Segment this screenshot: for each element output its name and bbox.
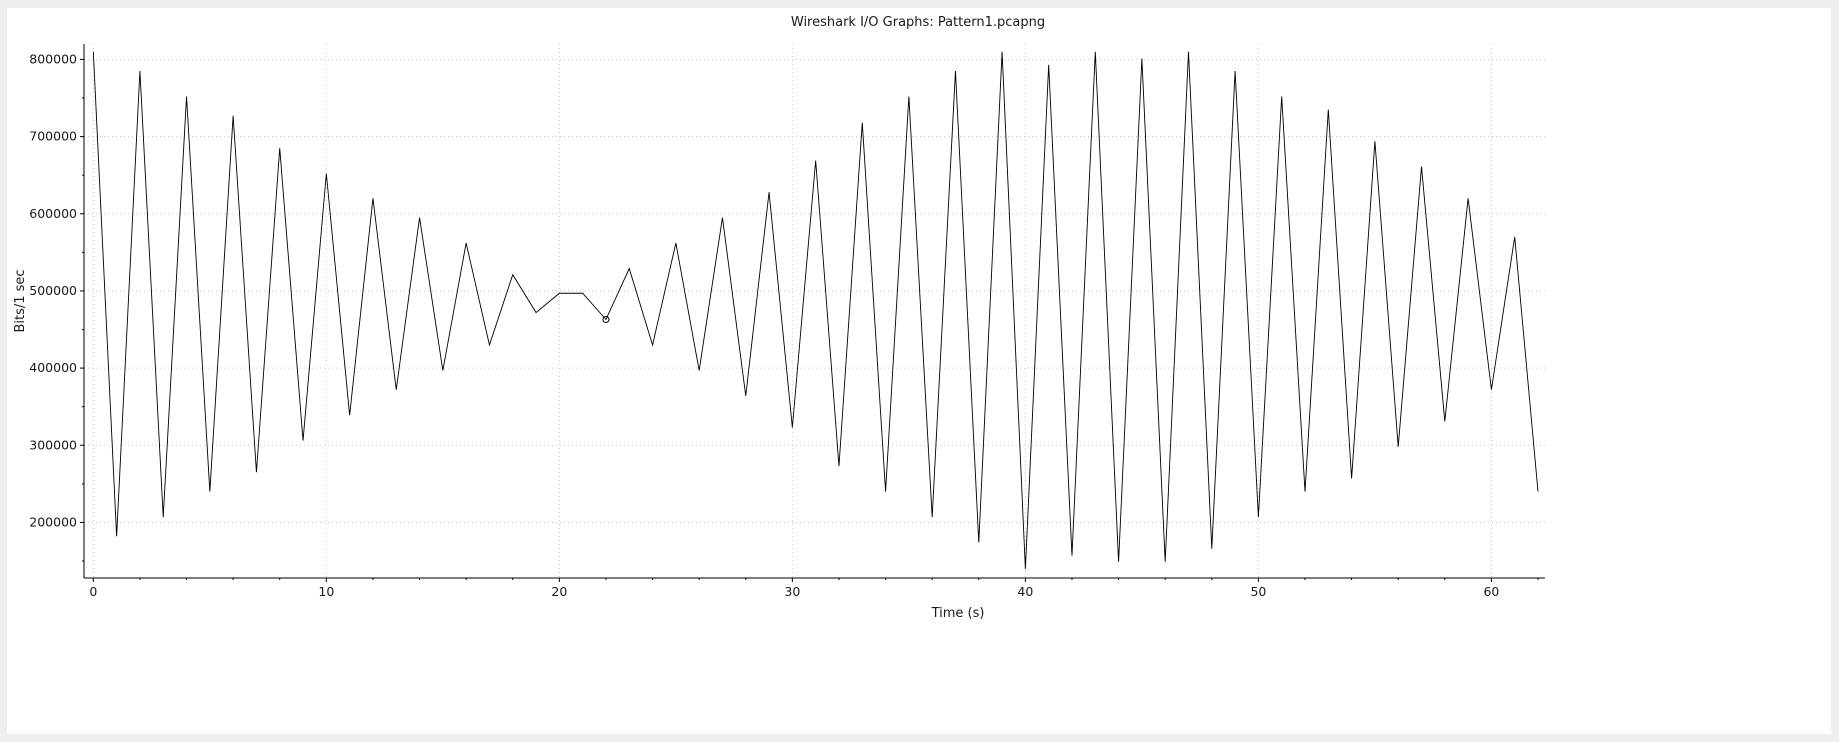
y-tick-label: 700000 bbox=[29, 129, 77, 144]
y-tick-label: 200000 bbox=[29, 514, 77, 529]
x-tick-label: 20 bbox=[551, 584, 567, 599]
y-tick-label: 600000 bbox=[29, 206, 77, 221]
y-tick-label: 800000 bbox=[29, 51, 77, 66]
y-tick-label: 300000 bbox=[29, 437, 77, 452]
tick-layer: 200000 300000 400000 500000 600000 700000 8000… bbox=[29, 51, 1539, 599]
x-axis-label: Time (s) bbox=[931, 606, 985, 621]
y-tick-label: 400000 bbox=[29, 360, 77, 375]
grid-layer bbox=[84, 44, 1545, 578]
series-layer bbox=[92, 51, 1539, 569]
series-line bbox=[92, 51, 1539, 569]
y-axis-label: Bits/1 sec bbox=[13, 269, 28, 332]
cursor-marker[interactable] bbox=[602, 315, 610, 323]
x-tick-label: 60 bbox=[1483, 584, 1499, 599]
io-graph-chart[interactable]: Wireshark I/O Graphs: Pattern1.pcapng 20… bbox=[7, 8, 1831, 734]
x-tick-label: 40 bbox=[1017, 584, 1033, 599]
x-tick-label: 50 bbox=[1250, 584, 1266, 599]
graph-frame: Wireshark I/O Graphs: Pattern1.pcapng 20… bbox=[7, 8, 1831, 734]
x-tick-label: 30 bbox=[784, 584, 800, 599]
chart-title: Wireshark I/O Graphs: Pattern1.pcapng bbox=[791, 15, 1045, 30]
x-tick-label: 10 bbox=[318, 584, 334, 599]
axis-layer bbox=[83, 44, 1545, 579]
x-tick-label: 0 bbox=[89, 584, 97, 599]
y-tick-label: 500000 bbox=[29, 283, 77, 298]
